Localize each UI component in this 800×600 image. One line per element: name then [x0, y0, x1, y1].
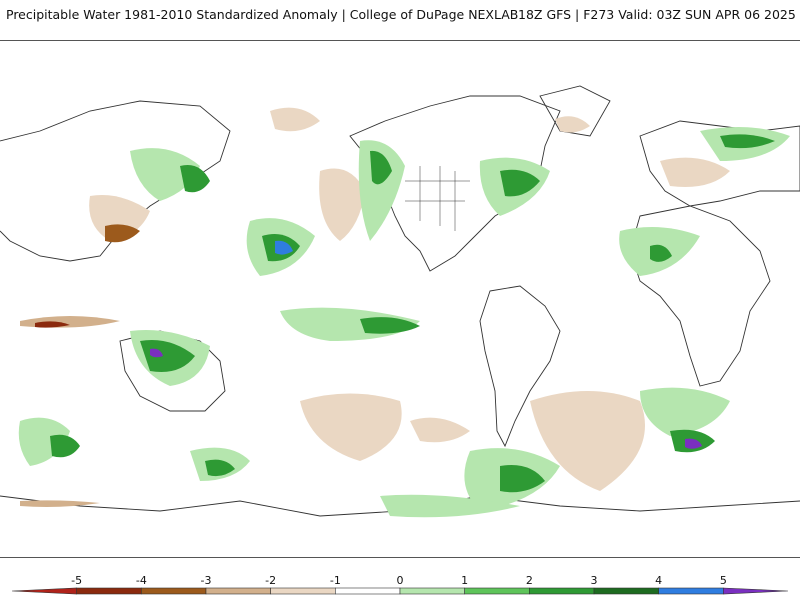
colorbar-segment [270, 587, 336, 595]
colorbar-tick-label: 4 [655, 574, 663, 587]
anomaly-map [0, 40, 800, 558]
positive-anomaly-areas [18, 127, 790, 518]
colorbar-segment [141, 587, 207, 595]
colorbar-tick-label: -5 [71, 574, 83, 587]
colorbar-segment [399, 587, 465, 595]
colorbar-tick-label: -3 [200, 574, 212, 587]
colorbar-segment [723, 587, 789, 595]
colorbar-segment [76, 587, 142, 595]
colorbar-segment [205, 587, 271, 595]
colorbar-segment [529, 587, 595, 595]
colorbar-segment [335, 587, 401, 595]
colorbar-tick-label: 5 [719, 574, 727, 587]
colorbar-tick-label: -2 [265, 574, 277, 587]
colorbar-segment [464, 587, 530, 595]
map-header: Precipitable Water 1981-2010 Standardize… [0, 0, 800, 30]
colorbar-tick-label: 1 [461, 574, 469, 587]
header-run-info: 18Z GFS | F273 Valid: 03Z SUN APR 06 202… [518, 7, 796, 22]
negative-anomaly-areas [20, 107, 730, 507]
colorbar-graphic [11, 587, 789, 595]
colorbar-tick-label: 3 [590, 574, 598, 587]
anomaly-colorbar: -5 -4 -3 -2 -1 0 1 2 3 4 5 [0, 570, 800, 600]
colorbar-segment [11, 587, 77, 595]
colorbar-tick-label: 0 [396, 574, 404, 587]
map-canvas [0, 85, 800, 518]
colorbar-tick-label: -4 [135, 574, 147, 587]
colorbar-segment [593, 587, 659, 595]
colorbar-segment [658, 587, 724, 595]
colorbar-tick-label: -1 [329, 574, 341, 587]
header-title: Precipitable Water 1981-2010 Standardize… [6, 7, 519, 22]
colorbar-tick-label: 2 [525, 574, 533, 587]
